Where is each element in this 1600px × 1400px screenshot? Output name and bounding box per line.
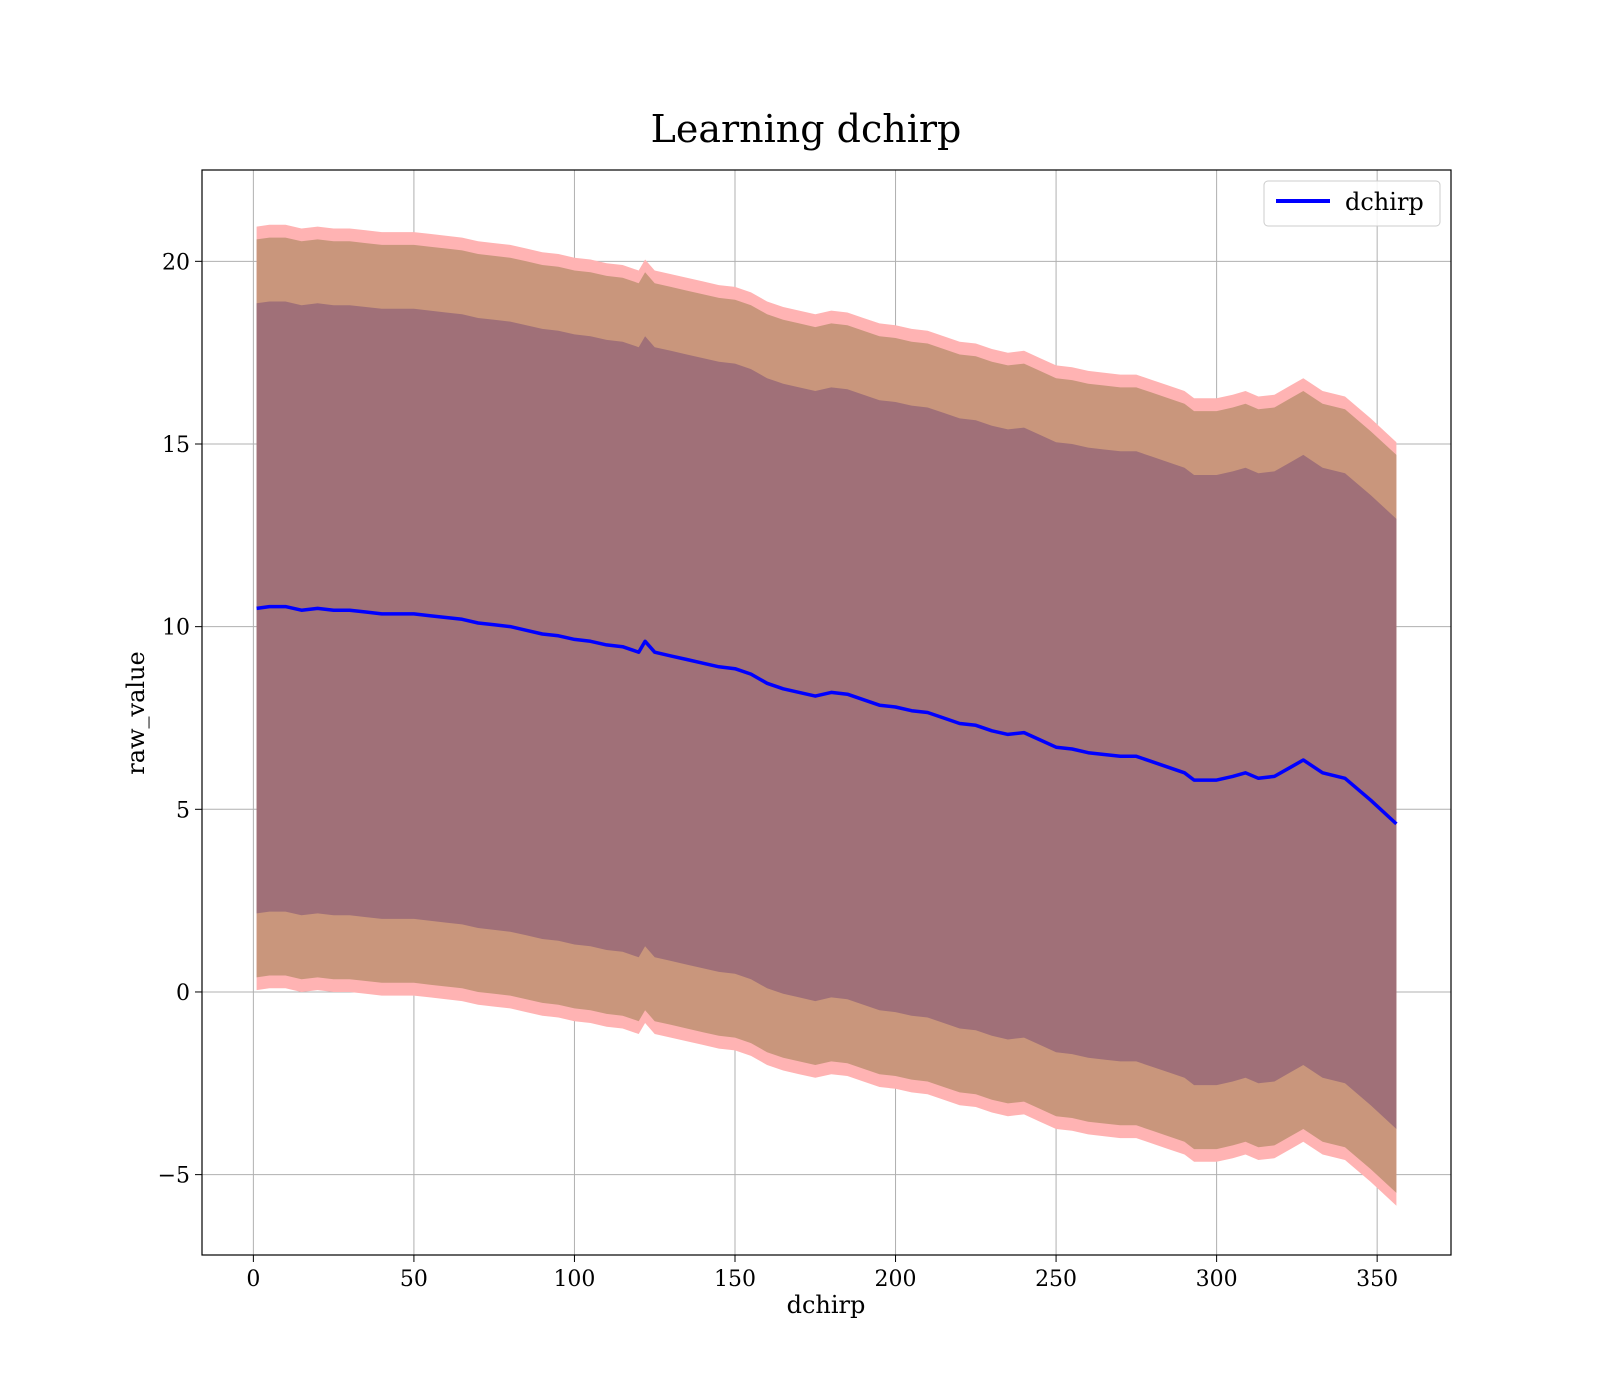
y-axis-label: raw_value (122, 651, 150, 775)
line-layer (256, 604, 1398, 826)
series-line-dchirp (256, 604, 1398, 826)
x-tick-label-100: 100 (553, 1267, 595, 1292)
y-tick-label-0: 0 (176, 981, 190, 1006)
y-tick-label-15: 15 (162, 433, 190, 458)
y-tick-label-10: 10 (162, 616, 190, 641)
x-tick-label-250: 250 (1035, 1267, 1077, 1292)
band-layer (256, 224, 1397, 1206)
chart-title: Learning dchirp (651, 107, 962, 151)
y-tick-label-5: 5 (176, 798, 190, 823)
y-tick-label--5: −5 (158, 1164, 190, 1189)
x-tick-label-300: 300 (1196, 1267, 1238, 1292)
y-tick-label-20: 20 (162, 250, 190, 275)
legend-entry-dchirp: dchirp (1345, 188, 1424, 216)
x-tick-label-200: 200 (875, 1267, 917, 1292)
x-tick-label-50: 50 (400, 1267, 428, 1292)
x-axis-label: dchirp (787, 1291, 866, 1319)
y-axis-ticks: −5 0 5 10 15 20 (158, 250, 202, 1189)
legend: dchirp (1263, 180, 1441, 227)
plot-frame (201, 169, 1452, 1256)
x-tick-label-150: 150 (714, 1267, 756, 1292)
x-tick-label-0: 0 (246, 1267, 260, 1292)
band-inner (256, 301, 1397, 1129)
x-tick-label-350: 350 (1356, 1267, 1398, 1292)
x-axis-ticks: 0 50 100 150 200 250 300 350 (246, 1255, 1398, 1292)
legend-box (1263, 180, 1441, 227)
